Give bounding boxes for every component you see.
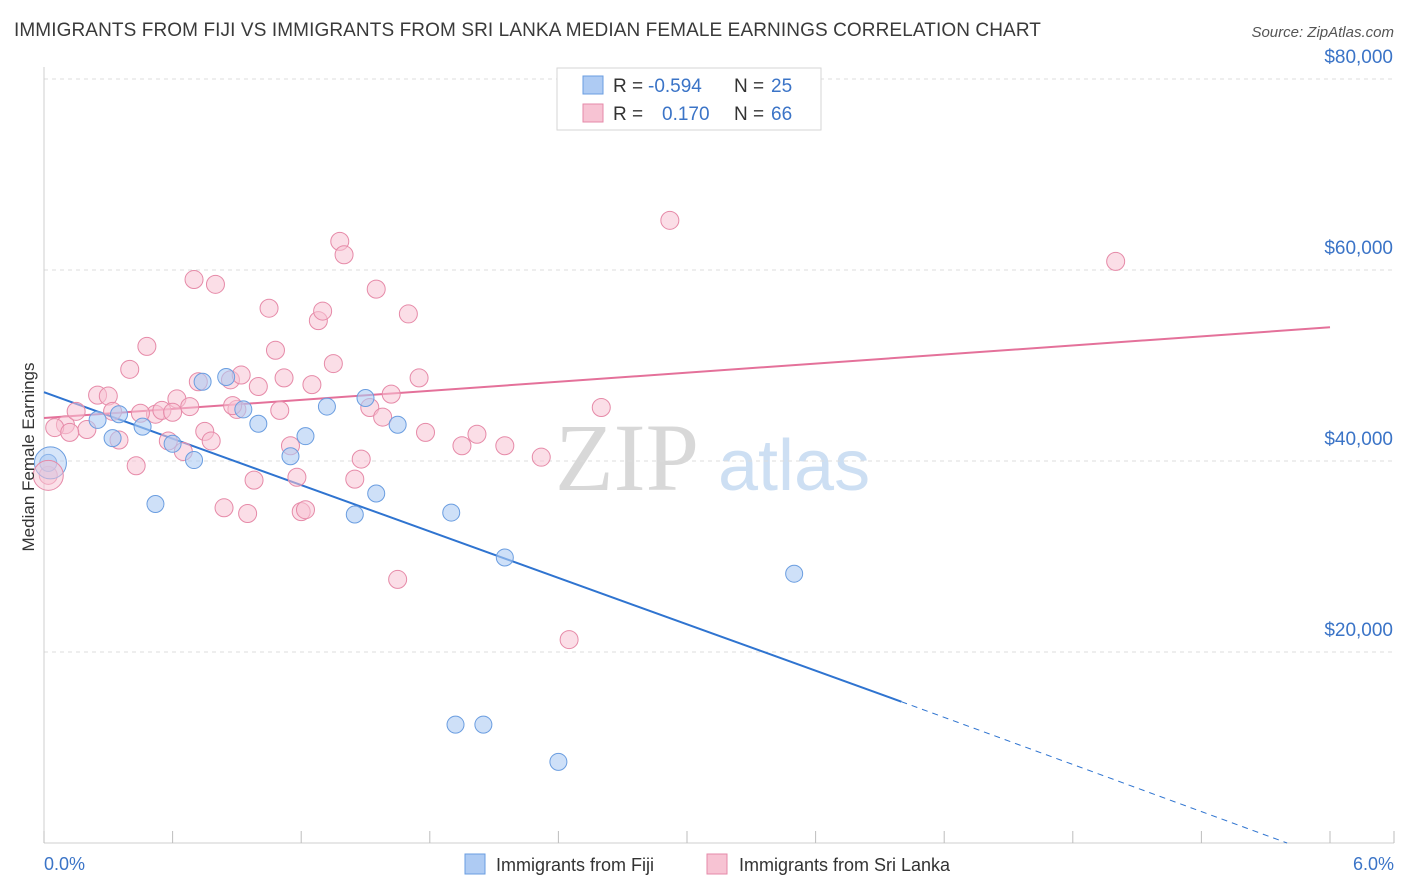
point-srilanka	[531, 447, 551, 467]
point-srilanka	[184, 270, 204, 290]
point-fiji	[785, 564, 804, 583]
point-fiji	[345, 505, 364, 524]
point-fiji	[234, 400, 253, 419]
point-fiji	[317, 397, 336, 416]
y-tick-label: $40,000	[1324, 429, 1393, 450]
point-srilanka	[334, 245, 354, 265]
trend-line-srilanka	[43, 326, 1331, 420]
legend-n-value-fiji: 25	[771, 76, 792, 97]
point-srilanka	[287, 467, 307, 487]
point-srilanka	[351, 449, 371, 469]
grid-lines	[44, 78, 1394, 653]
point-srilanka	[214, 498, 234, 518]
bottom-legend-label-fiji: Immigrants from Fiji	[496, 855, 654, 875]
point-srilanka	[66, 401, 86, 421]
correlation-legend: R = -0.594 N = 25 R = 0.170 N = 66	[556, 67, 822, 131]
bottom-legend-label-srilanka: Immigrants from Sri Lanka	[739, 855, 951, 875]
point-srilanka	[126, 456, 146, 476]
legend-r-value-srilanka: 0.170	[662, 104, 710, 125]
point-fiji	[88, 410, 107, 429]
tick-labels: $20,000 $40,000 $60,000 $80,000 0.0% 6.0%	[44, 47, 1394, 874]
point-fiji	[367, 484, 386, 503]
point-srilanka	[120, 359, 140, 379]
bottom-legend-swatch-srilanka	[706, 853, 728, 875]
legend-n-label-fiji: N =	[734, 76, 764, 97]
point-srilanka	[559, 630, 579, 650]
point-srilanka	[248, 377, 268, 397]
point-fiji	[549, 752, 568, 771]
point-srilanka	[366, 279, 386, 299]
point-srilanka	[313, 301, 333, 321]
point-fiji	[446, 715, 465, 734]
x-tick-label: 6.0%	[1353, 854, 1394, 874]
point-fiji	[110, 405, 129, 424]
point-fiji	[442, 503, 461, 522]
point-srilanka	[201, 431, 221, 451]
series-legend: Immigrants from Fiji Immigrants from Sri…	[464, 853, 951, 875]
x-tick-label: 0.0%	[44, 854, 85, 874]
watermark-zip: ZIP	[555, 404, 699, 511]
point-srilanka	[591, 398, 611, 418]
point-srilanka	[323, 354, 343, 374]
point-srilanka	[409, 368, 429, 388]
point-srilanka	[265, 340, 285, 360]
point-srilanka	[60, 422, 80, 442]
point-fiji	[217, 367, 236, 386]
point-srilanka	[259, 298, 279, 318]
point-srilanka-large	[32, 459, 64, 491]
point-fiji	[356, 388, 375, 407]
point-srilanka	[452, 436, 472, 456]
point-srilanka	[1106, 251, 1126, 271]
point-fiji	[185, 451, 204, 470]
point-srilanka	[373, 407, 393, 427]
point-srilanka	[345, 469, 365, 489]
data-points	[32, 210, 1126, 771]
point-srilanka	[238, 504, 258, 524]
point-fiji	[163, 434, 182, 453]
y-tick-label: $20,000	[1324, 620, 1393, 641]
watermark-atlas: atlas	[718, 426, 870, 506]
point-srilanka	[205, 274, 225, 294]
point-srilanka	[398, 304, 418, 324]
point-srilanka	[244, 470, 264, 490]
point-srilanka	[416, 422, 436, 442]
point-srilanka	[163, 402, 183, 422]
point-srilanka	[302, 375, 322, 395]
chart-source: Source: ZipAtlas.com	[1251, 24, 1394, 41]
legend-n-value-srilanka: 66	[771, 104, 792, 125]
point-srilanka	[180, 397, 200, 417]
point-fiji	[296, 427, 315, 446]
point-fiji	[495, 548, 514, 567]
point-fiji	[193, 372, 212, 391]
trend-line-fiji-extension	[901, 701, 1288, 844]
point-srilanka	[381, 384, 401, 404]
legend-n-label-srilanka: N =	[734, 104, 764, 125]
point-fiji	[146, 494, 165, 513]
y-axis-title: Median Female Earnings	[19, 363, 38, 552]
point-fiji	[249, 414, 268, 433]
y-tick-label: $80,000	[1324, 47, 1393, 68]
point-srilanka	[270, 400, 290, 420]
point-srilanka	[295, 500, 315, 520]
y-tick-label: $60,000	[1324, 238, 1393, 259]
chart-title: IMMIGRANTS FROM FIJI VS IMMIGRANTS FROM …	[14, 20, 1042, 41]
point-fiji	[103, 429, 122, 448]
point-fiji	[474, 715, 493, 734]
point-srilanka	[467, 424, 487, 444]
point-fiji	[281, 447, 300, 466]
point-srilanka	[388, 569, 408, 589]
legend-swatch-fiji	[582, 75, 604, 95]
legend-r-label-fiji: R =	[613, 76, 643, 97]
legend-r-label-srilanka: R =	[613, 104, 643, 125]
point-srilanka	[495, 436, 515, 456]
point-fiji	[388, 415, 407, 434]
point-srilanka	[137, 336, 157, 356]
point-fiji	[133, 417, 152, 436]
point-srilanka	[274, 368, 294, 388]
point-srilanka	[660, 210, 680, 230]
bottom-legend-swatch-fiji	[464, 853, 486, 875]
legend-swatch-srilanka	[582, 103, 604, 123]
legend-r-value-fiji: -0.594	[648, 76, 702, 97]
